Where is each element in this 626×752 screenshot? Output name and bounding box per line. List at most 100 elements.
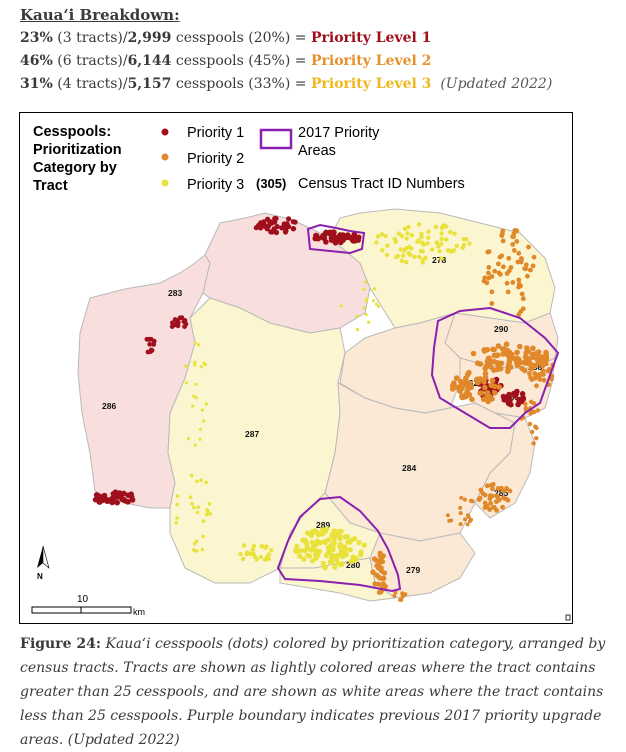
cesspool-dot <box>374 240 379 245</box>
cesspool-dot <box>362 288 366 292</box>
cesspool-dot <box>279 225 285 231</box>
cesspool-dot <box>259 544 264 549</box>
cesspool-dot <box>523 401 528 407</box>
cesspool-dot <box>482 275 488 281</box>
cesspool-dot <box>201 519 206 523</box>
cesspool-dot <box>449 386 456 392</box>
cesspool-dot <box>406 224 411 230</box>
cesspool-dot <box>487 507 493 512</box>
cesspool-dot <box>192 505 196 510</box>
cesspool-dot <box>380 581 386 587</box>
cesspool-dot <box>355 314 359 318</box>
cesspool-dot <box>367 320 371 324</box>
cesspool-dot <box>459 393 465 399</box>
cesspool-dot <box>374 302 379 306</box>
cesspool-dot <box>469 396 475 403</box>
cesspool-dot <box>182 324 188 329</box>
cesspool-dot <box>452 231 457 236</box>
cesspool-dot <box>499 253 505 259</box>
cesspool-dot <box>339 561 345 567</box>
tract-label-287: 287 <box>245 429 259 439</box>
cesspool-dot <box>343 546 349 553</box>
caption-label: Figure 24: <box>20 636 102 652</box>
cesspool-dot <box>193 360 197 364</box>
cesspool-dot <box>204 480 208 485</box>
cesspool-dot <box>401 253 406 258</box>
cesspool-dot <box>426 229 431 234</box>
cesspool-dot <box>516 277 522 283</box>
cesspool-dot <box>439 231 444 236</box>
cesspool-dot <box>460 245 465 250</box>
legend-dot-priority-1 <box>161 128 169 136</box>
legend-tract-id-label: Census Tract ID Numbers <box>298 176 465 192</box>
tract-285 <box>474 412 536 519</box>
cesspool-dot <box>430 247 435 252</box>
cesspool-dot <box>145 349 151 355</box>
cesspool-dot <box>412 254 417 259</box>
cesspool-dot <box>523 349 529 356</box>
cesspool-dot <box>531 401 537 406</box>
cesspool-dot <box>339 304 343 308</box>
cesspool-dot <box>534 373 540 379</box>
cesspool-dot <box>312 235 319 242</box>
cesspool-dot <box>495 494 500 499</box>
cesspool-dot <box>498 360 505 367</box>
cesspool-dot <box>463 377 469 384</box>
cesspool-dot <box>501 495 506 501</box>
cesspool-dot <box>147 341 153 347</box>
cesspool-dot <box>305 552 311 558</box>
cesspool-dot <box>293 548 299 554</box>
cesspool-dot <box>457 378 464 385</box>
cesspool-dot <box>195 549 199 553</box>
caption-text: Kaua‘i cesspools (dots) colored by prior… <box>20 636 606 748</box>
cesspool-dot <box>399 597 404 602</box>
cesspool-dot <box>489 274 495 279</box>
cesspool-dot <box>392 236 397 242</box>
cesspool-dot <box>322 538 328 544</box>
cesspool-dot <box>343 551 349 557</box>
cesspool-dot <box>476 497 482 502</box>
cesspool-dot <box>251 551 256 557</box>
cesspool-dot <box>396 231 402 236</box>
cesspool-dot <box>342 534 348 540</box>
cesspool-dots <box>92 215 556 602</box>
tract-label-289: 289 <box>316 520 330 530</box>
cesspool-dot <box>496 497 502 503</box>
cesspool-dot <box>500 238 506 244</box>
tract-label-283: 283 <box>168 288 182 298</box>
cesspool-dot <box>317 540 323 546</box>
cesspool-dot <box>263 545 268 550</box>
cesspool-dot <box>510 242 516 247</box>
cesspool-dot <box>486 395 492 401</box>
cesspool-dot <box>309 539 315 545</box>
cesspool-dot <box>514 349 520 356</box>
cesspool-dot <box>330 531 336 537</box>
cesspool-dot <box>514 239 520 244</box>
cesspool-dot <box>363 280 368 284</box>
cesspool-dot <box>242 543 247 548</box>
cesspool-dot <box>283 228 289 234</box>
cesspool-dot <box>516 250 522 256</box>
legend-area-swatch <box>259 128 293 150</box>
cesspool-dot <box>352 536 358 542</box>
cesspool-dot <box>469 517 473 522</box>
cesspool-dot <box>503 341 510 347</box>
cesspool-dot <box>322 565 328 571</box>
cesspool-dot <box>488 382 495 389</box>
cesspool-dot <box>206 509 210 514</box>
cesspool-dot <box>489 289 495 295</box>
tract-label-286: 286 <box>102 401 116 411</box>
cesspool-dot <box>258 554 264 560</box>
tract-278 <box>329 208 556 329</box>
cesspool-dot <box>119 496 125 503</box>
cesspool-dot <box>493 352 500 359</box>
cesspool-dot <box>272 216 278 222</box>
cesspool-dot <box>470 350 477 357</box>
cesspool-dot <box>485 249 491 255</box>
cesspool-dot <box>491 367 497 373</box>
cesspool-dot <box>374 572 380 578</box>
cesspool-dot <box>519 391 526 397</box>
cesspool-dot <box>482 384 488 391</box>
cesspool-dot <box>508 265 514 270</box>
cesspool-dot <box>320 529 326 535</box>
